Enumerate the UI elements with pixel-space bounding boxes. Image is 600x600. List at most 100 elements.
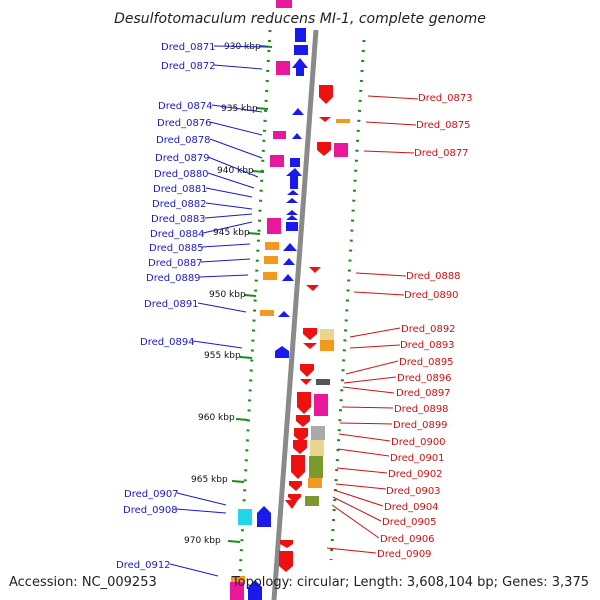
gene-label-Dred_0899: Dred_0899 — [393, 420, 448, 431]
left-gene-labels: Dred_0871 Dred_0872 Dred_0874 Dred_0876 … — [116, 42, 269, 577]
cog-block — [336, 119, 350, 123]
forward-gene — [248, 580, 262, 600]
scale-tick — [227, 540, 241, 543]
inner-ring-dots — [238, 29, 272, 576]
gene-label-Dred_0906: Dred_0906 — [380, 534, 435, 545]
forward-gene — [286, 215, 298, 220]
reverse-gene — [319, 85, 333, 104]
gene-label-Dred_0908: Dred_0908 — [123, 505, 178, 516]
scale-label-965: 965 kbp — [191, 475, 228, 485]
scale-tick — [255, 107, 269, 110]
forward-gene — [275, 346, 289, 358]
reverse-gene — [300, 379, 312, 385]
cog-block — [308, 478, 322, 488]
label-leader-line — [341, 406, 394, 409]
label-leader-line — [176, 492, 227, 506]
cog-block — [310, 440, 324, 456]
genome-backbone — [271, 29, 319, 600]
forward-gene — [286, 198, 298, 203]
gene-label-Dred_0909: Dred_0909 — [377, 549, 432, 560]
forward-gene — [257, 506, 271, 527]
reverse-gene — [309, 267, 321, 273]
cog-block — [263, 272, 277, 280]
gene-label-Dred_0879: Dred_0879 — [155, 153, 210, 164]
gene-label-Dred_0882: Dred_0882 — [152, 199, 207, 210]
label-leader-line — [338, 433, 391, 442]
gene-label-Dred_0903: Dred_0903 — [386, 486, 441, 497]
label-leader-line — [345, 360, 399, 375]
cog-block — [264, 256, 278, 264]
gene-label-Dred_0897: Dred_0897 — [396, 388, 451, 399]
gene-label-Dred_0902: Dred_0902 — [388, 469, 443, 480]
reverse-gene — [300, 364, 314, 377]
label-leader-line — [343, 376, 397, 384]
gene-label-Dred_0888: Dred_0888 — [406, 271, 461, 282]
reverse-gene — [317, 142, 331, 156]
forward-gene — [283, 243, 297, 251]
cog-block — [276, 61, 290, 75]
cog-block — [276, 0, 292, 8]
scale-label-950: 950 kbp — [209, 290, 246, 300]
reverse-gene — [291, 455, 305, 479]
cog-block — [320, 340, 334, 351]
label-leader-line — [204, 213, 253, 219]
label-leader-line — [200, 258, 251, 263]
forward-gene — [292, 58, 308, 76]
gene-label-Dred_0891: Dred_0891 — [144, 299, 199, 310]
label-leader-line — [339, 422, 393, 425]
scale-label-945: 945 kbp — [213, 228, 250, 238]
label-leader-line — [336, 467, 388, 474]
forward-gene — [292, 108, 304, 115]
cog-block — [311, 426, 325, 440]
label-leader-line — [205, 187, 253, 198]
gene-label-Dred_0904: Dred_0904 — [384, 502, 439, 513]
outer-ring-dots — [329, 39, 366, 561]
gene-label-Dred_0887: Dred_0887 — [148, 258, 203, 269]
gene-label-Dred_0876: Dred_0876 — [157, 118, 212, 129]
reverse-gene — [280, 540, 293, 548]
cog-block — [320, 329, 334, 340]
label-leader-line — [365, 121, 417, 126]
reverse-gene — [303, 343, 317, 349]
forward-gene — [290, 158, 300, 167]
cog-block — [309, 456, 323, 478]
cog-block — [265, 242, 279, 250]
forward-gene — [292, 133, 302, 139]
gene-label-Dred_0884: Dred_0884 — [150, 229, 205, 240]
reverse-gene — [296, 415, 310, 427]
label-leader-line — [335, 483, 387, 490]
forward-gene — [286, 222, 298, 231]
reverse-gene — [319, 117, 331, 122]
right-gene-labels: Dred_0873 Dred_0875 Dred_0877 Dred_0888 … — [326, 93, 473, 560]
scale-label-940: 940 kbp — [217, 166, 254, 176]
cog-block — [231, 576, 245, 582]
cog-block — [334, 143, 348, 157]
gene-label-Dred_0871: Dred_0871 — [161, 42, 216, 53]
label-leader-line — [332, 496, 382, 522]
label-leader-line — [205, 202, 253, 210]
accession-text: Accession: NC_009253 — [9, 575, 157, 590]
scale-tick — [243, 294, 257, 297]
gene-label-Dred_0900: Dred_0900 — [391, 437, 446, 448]
forward-gene — [283, 258, 295, 265]
gene-label-Dred_0895: Dred_0895 — [399, 357, 454, 368]
gene-label-Dred_0905: Dred_0905 — [382, 517, 437, 528]
label-leader-line — [337, 448, 390, 457]
reverse-gene — [293, 440, 307, 454]
cog-block — [270, 155, 284, 167]
gene-label-Dred_0880: Dred_0880 — [154, 169, 209, 180]
cog-block — [316, 379, 330, 385]
label-leader-line — [349, 327, 401, 338]
reverse-gene — [294, 428, 308, 442]
label-leader-line — [355, 272, 407, 277]
forward-gene — [278, 311, 290, 317]
label-leader-line — [331, 504, 380, 539]
label-leader-line — [201, 243, 251, 248]
label-leader-line — [169, 563, 219, 577]
forward-gene — [294, 45, 308, 55]
gene-label-Dred_0890: Dred_0890 — [404, 290, 459, 301]
forward-strand-genes — [248, 28, 308, 600]
gene-label-Dred_0898: Dred_0898 — [394, 404, 449, 415]
forward-gene — [286, 168, 302, 189]
